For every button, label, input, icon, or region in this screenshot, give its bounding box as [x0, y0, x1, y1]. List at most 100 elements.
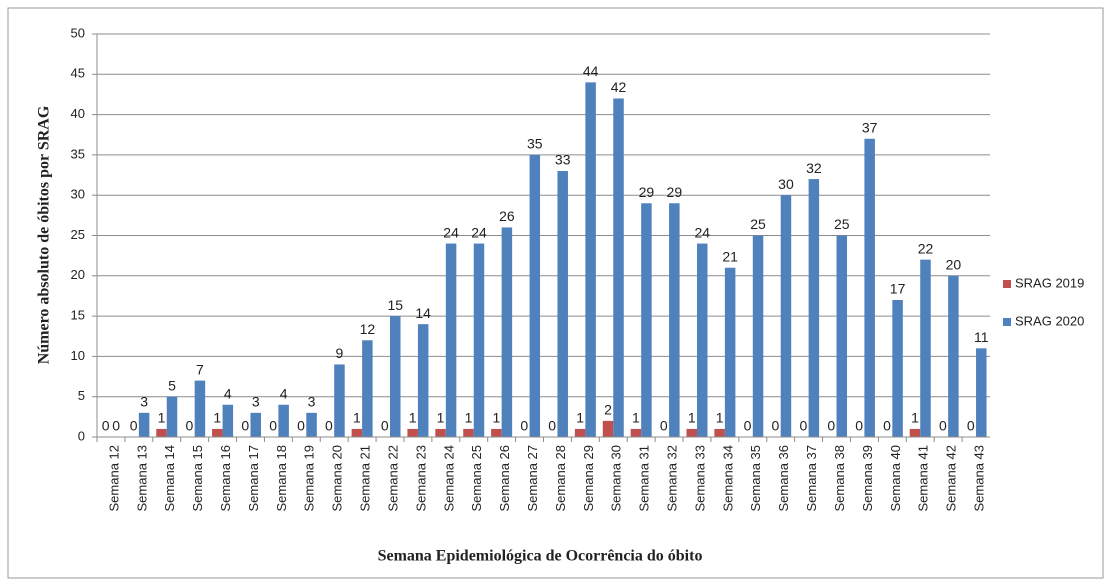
x-tick-label: Semana 35: [748, 445, 763, 512]
value-label: 30: [778, 176, 794, 192]
x-tick-label: Semana 30: [609, 445, 624, 512]
value-label: 21: [722, 248, 738, 264]
bar: [864, 138, 875, 437]
x-tick-label: Semana 25: [469, 445, 484, 512]
legend-label: SRAG 2019: [1015, 275, 1084, 290]
bar: [222, 404, 234, 437]
bar: [920, 259, 931, 437]
value-label: 0: [297, 418, 305, 434]
value-label: 0: [939, 418, 947, 434]
bar: [613, 98, 624, 437]
bar: [417, 324, 429, 437]
value-label: 1: [409, 410, 417, 426]
bar: [696, 243, 708, 437]
value-label: 1: [688, 410, 696, 426]
y-tick-label: 5: [78, 388, 85, 403]
value-label: 0: [967, 418, 975, 434]
value-label: 0: [772, 418, 780, 434]
value-label: 22: [918, 240, 934, 256]
bar: [892, 299, 903, 437]
value-label: 0: [241, 418, 249, 434]
legend-swatch: [1003, 318, 1011, 326]
value-label: 0: [855, 418, 863, 434]
y-tick-label: 30: [71, 187, 85, 202]
bar: [574, 428, 586, 437]
bar: [407, 428, 418, 437]
value-label: 0: [102, 418, 110, 434]
bar: [166, 396, 178, 437]
bar: [714, 428, 725, 437]
bar: [278, 404, 289, 437]
value-label: 0: [744, 418, 752, 434]
y-axis-title: Número absoluto de óbitos por SRAG: [36, 105, 53, 364]
x-tick-label: Semana 18: [274, 445, 289, 512]
value-label: 35: [527, 136, 543, 152]
value-label: 29: [639, 184, 655, 200]
bar: [351, 428, 363, 437]
value-label: 1: [353, 410, 361, 426]
bar: [724, 267, 736, 437]
x-tick-label: Semana 43: [971, 445, 986, 512]
bar: [686, 428, 697, 437]
legend-swatch: [1003, 280, 1011, 288]
value-label: 1: [437, 410, 445, 426]
x-tick-label: Semana 38: [832, 445, 847, 512]
y-tick-label: 45: [71, 66, 85, 81]
bar: [445, 243, 457, 437]
value-label: 17: [890, 281, 906, 297]
bar: [780, 195, 792, 437]
value-label: 3: [308, 394, 316, 410]
value-label: 5: [168, 377, 176, 393]
x-axis-title: Semana Epidemiológica de Ocorrência do ó…: [378, 548, 703, 565]
value-label: 1: [576, 410, 584, 426]
value-label: 1: [213, 410, 221, 426]
x-tick-label: Semana 27: [525, 445, 540, 512]
y-tick-label: 40: [71, 106, 85, 121]
bar: [557, 171, 568, 437]
value-label: 32: [806, 160, 822, 176]
value-label: 1: [911, 410, 919, 426]
value-label: 0: [799, 418, 807, 434]
value-label: 0: [381, 418, 389, 434]
value-label: 1: [465, 410, 473, 426]
x-tick-label: Semana 23: [413, 445, 428, 512]
bar: [362, 340, 373, 437]
value-label: 0: [883, 418, 891, 434]
x-tick-label: Semana 19: [302, 445, 317, 512]
x-tick-label: Semana 14: [162, 445, 177, 512]
bar: [156, 428, 167, 437]
value-label: 12: [360, 321, 376, 337]
x-tick-label: Semana 31: [637, 445, 652, 512]
y-tick-label: 20: [71, 267, 85, 282]
value-label: 15: [387, 297, 403, 313]
bar: [138, 412, 150, 437]
value-label: 1: [632, 410, 640, 426]
value-label: 0: [827, 418, 835, 434]
y-tick-label: 25: [71, 227, 85, 242]
value-label: 1: [492, 410, 500, 426]
x-tick-label: Semana 21: [358, 445, 373, 512]
value-label: 11: [974, 329, 989, 345]
x-tick-label: Semana 32: [665, 445, 680, 512]
bar: [808, 179, 820, 437]
value-label: 0: [112, 418, 120, 434]
value-label: 29: [667, 184, 683, 200]
bar: [641, 203, 652, 437]
value-label: 3: [140, 394, 148, 410]
x-tick-label: Semana 36: [776, 445, 791, 512]
bar: [473, 243, 485, 437]
value-label: 14: [415, 305, 431, 321]
bar: [752, 235, 764, 437]
bar: [194, 380, 206, 437]
y-tick-label: 50: [71, 25, 85, 40]
value-label: 0: [520, 418, 528, 434]
x-tick-label: Semana 28: [553, 445, 568, 512]
value-label: 33: [555, 152, 571, 168]
value-label: 24: [694, 224, 710, 240]
value-label: 0: [130, 418, 138, 434]
value-label: 3: [252, 394, 260, 410]
x-tick-label: Semana 42: [944, 445, 959, 512]
value-label: 24: [443, 224, 459, 240]
x-tick-label: Semana 39: [860, 445, 875, 512]
